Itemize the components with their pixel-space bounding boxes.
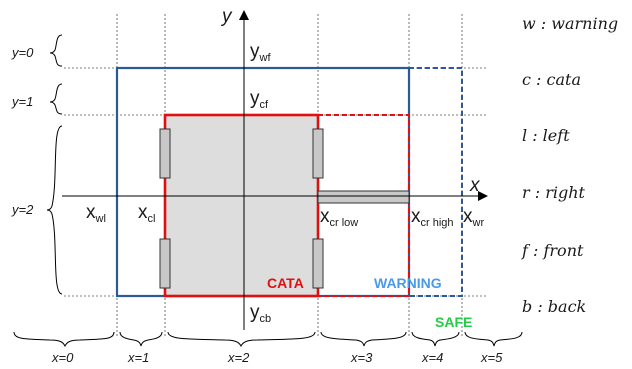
x-range-1: x=1 xyxy=(127,350,149,365)
y-range-0: y=0 xyxy=(11,45,34,60)
warning-box-extension xyxy=(409,67,463,297)
y-range-braces xyxy=(46,34,63,295)
label-x-cl: xcl xyxy=(138,202,155,225)
x-axis-label: x xyxy=(469,175,481,196)
zone-label-cata: CATA xyxy=(267,275,304,291)
legend-item-front: f : front xyxy=(521,241,584,260)
x-range-4: x=4 xyxy=(421,350,443,365)
x-range-3: x=3 xyxy=(350,350,373,365)
wheels xyxy=(159,128,324,289)
label-y-cb: ycb xyxy=(250,302,271,325)
wheel-back-left xyxy=(159,238,171,289)
x-range-2: x=2 xyxy=(227,350,250,365)
label-x-wl: xwl xyxy=(86,202,106,225)
legend-item-warning: w : warning xyxy=(522,14,618,33)
x-range-5: x=5 xyxy=(480,350,503,365)
label-x-cr-high: xcr high xyxy=(411,206,454,229)
label-x-cr-low: xcr low xyxy=(320,206,358,229)
label-y-wf: ywf xyxy=(250,41,271,64)
zone-label-warning: WARNING xyxy=(374,275,442,291)
y-axis-label: y xyxy=(220,6,233,27)
legend-item-right: r : right xyxy=(522,183,586,202)
robot-body xyxy=(165,115,318,296)
y-range-1: y=1 xyxy=(11,94,33,109)
zone-label-safe: SAFE xyxy=(435,314,472,330)
x-range-0: x=0 xyxy=(51,350,74,365)
legend-item-back: b : back xyxy=(522,297,586,316)
label-y-cf: ycf xyxy=(250,88,269,111)
cata-box-extension xyxy=(318,114,410,297)
legend-item-cata: c : cata xyxy=(522,70,581,89)
wheel-back-right xyxy=(312,238,324,289)
legend: w : warning c : cata l : left r : right … xyxy=(521,14,618,316)
wheel-front-left xyxy=(159,128,171,179)
cata-box xyxy=(163,113,320,298)
legend-item-left: l : left xyxy=(522,126,570,145)
x-range-braces xyxy=(13,331,523,348)
y-range-2: y=2 xyxy=(11,202,34,217)
wheel-front-right xyxy=(312,128,324,179)
label-x-wr: xwr xyxy=(463,206,484,229)
robot-arm xyxy=(317,190,410,204)
